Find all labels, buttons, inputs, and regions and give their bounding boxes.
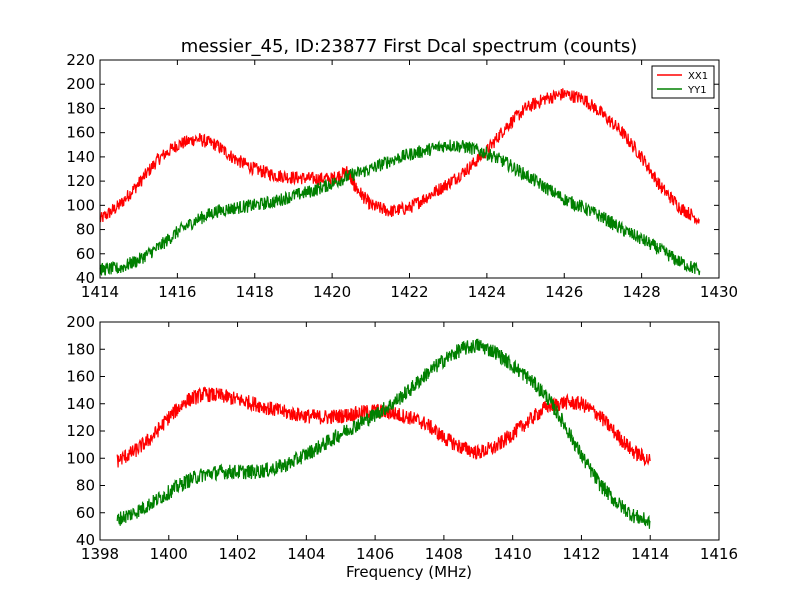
bottom-spectrum-panel: 1398 1400 1402 1404 1406 1408 1410 1412 1414 1416… xyxy=(66,313,738,563)
y-tick-label: 120 xyxy=(66,172,95,190)
x-tick-label: 1422 xyxy=(390,283,428,301)
x-tick-label: 1406 xyxy=(356,545,394,563)
y-tick-label: 60 xyxy=(76,504,95,522)
x-tick-label: 1412 xyxy=(562,545,600,563)
x-tick-label: 1398 xyxy=(81,545,119,563)
x-tick-label: 1402 xyxy=(218,545,256,563)
top-spectrum-panel: 1414 1416 1418 1420 1422 1424 1426 1428 1430 40 60… xyxy=(66,51,738,301)
x-tick-label: 1430 xyxy=(700,283,738,301)
legend-label-yy1: YY1 xyxy=(687,85,707,96)
y-tick-label: 200 xyxy=(66,75,95,93)
y-tick-label: 160 xyxy=(66,124,95,142)
x-axis-label: Frequency (MHz) xyxy=(346,563,472,581)
legend-label-xx1: XX1 xyxy=(688,71,708,82)
x-tick-label: 1418 xyxy=(236,283,274,301)
y-tick-label: 140 xyxy=(66,148,95,166)
y-tick-label: 40 xyxy=(76,269,95,287)
x-tick-label: 1400 xyxy=(150,545,188,563)
y-tick-label: 100 xyxy=(66,449,95,467)
x-tick-label: 1408 xyxy=(425,545,463,563)
y-tick-label: 120 xyxy=(66,422,95,440)
y-tick-label: 140 xyxy=(66,395,95,413)
x-tick-label: 1416 xyxy=(700,545,738,563)
y-tick-label: 60 xyxy=(76,245,95,263)
y-tick-label: 100 xyxy=(66,196,95,214)
y-tick-label: 200 xyxy=(66,313,95,331)
y-tick-label: 40 xyxy=(76,531,95,549)
series-line-yy1 xyxy=(99,139,701,276)
x-tick-label: 1428 xyxy=(623,283,661,301)
x-tick-label: 1424 xyxy=(468,283,506,301)
x-tick-label: 1414 xyxy=(631,545,669,563)
y-tick-label: 220 xyxy=(66,51,95,69)
x-tick-label: 1420 xyxy=(313,283,351,301)
y-tick-label: 80 xyxy=(76,477,95,495)
x-tick-label: 1426 xyxy=(545,283,583,301)
y-tick-label: 160 xyxy=(66,368,95,386)
legend-box xyxy=(651,65,715,99)
x-tick-label: 1410 xyxy=(494,545,532,563)
x-tick-label: 1414 xyxy=(81,283,119,301)
y-tick-label: 180 xyxy=(66,340,95,358)
series-line-xx1 xyxy=(99,88,700,226)
y-tick-label: 80 xyxy=(76,221,95,239)
series-line-yy1 xyxy=(116,338,651,529)
x-tick-label: 1416 xyxy=(158,283,196,301)
chart-title: messier_45, ID:23877 First Dcal spectrum… xyxy=(181,36,638,57)
x-tick-label: 1404 xyxy=(287,545,325,563)
y-tick-label: 180 xyxy=(66,99,95,117)
